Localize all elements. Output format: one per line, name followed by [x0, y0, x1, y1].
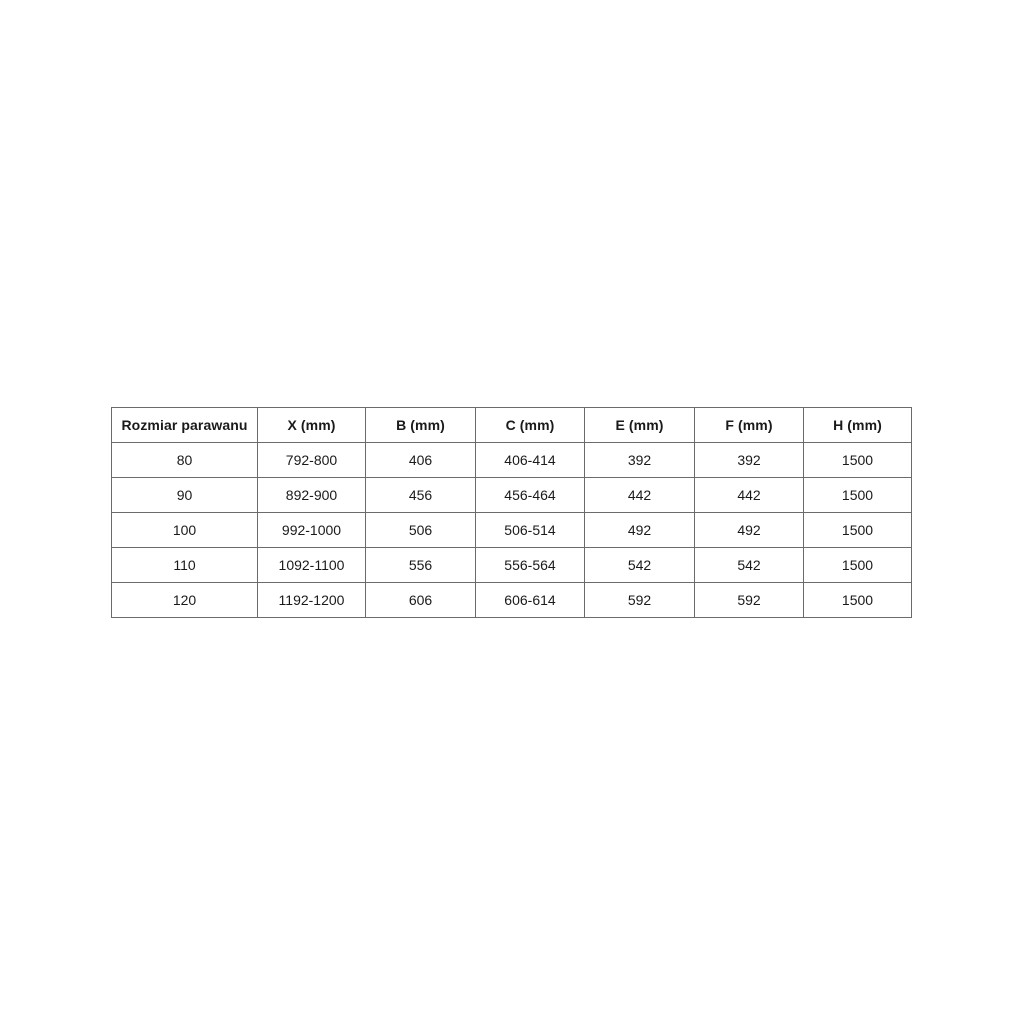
cell-c: 556-564 — [475, 547, 585, 583]
table-header: Rozmiar parawanu X (mm) B (mm) C (mm) E … — [111, 407, 912, 443]
cell-b: 456 — [365, 477, 476, 513]
column-header-b: B (mm) — [365, 407, 476, 443]
cell-rozmiar: 90 — [111, 477, 258, 513]
cell-e: 442 — [584, 477, 695, 513]
cell-c: 606-614 — [475, 582, 585, 618]
cell-c: 406-414 — [475, 442, 585, 478]
cell-x: 1192-1200 — [257, 582, 366, 618]
cell-x: 992-1000 — [257, 512, 366, 548]
cell-rozmiar: 110 — [111, 547, 258, 583]
cell-rozmiar: 120 — [111, 582, 258, 618]
column-header-rozmiar-parawanu: Rozmiar parawanu — [111, 407, 258, 443]
cell-e: 542 — [584, 547, 695, 583]
column-header-h: H (mm) — [803, 407, 912, 443]
cell-e: 492 — [584, 512, 695, 548]
cell-c: 506-514 — [475, 512, 585, 548]
table-header-row: Rozmiar parawanu X (mm) B (mm) C (mm) E … — [111, 407, 912, 443]
column-header-e: E (mm) — [584, 407, 695, 443]
cell-h: 1500 — [803, 442, 912, 478]
cell-h: 1500 — [803, 547, 912, 583]
cell-b: 606 — [365, 582, 476, 618]
cell-rozmiar: 100 — [111, 512, 258, 548]
cell-rozmiar: 80 — [111, 442, 258, 478]
cell-f: 592 — [694, 582, 804, 618]
cell-f: 392 — [694, 442, 804, 478]
table-row: 100 992-1000 506 506-514 492 492 1500 — [111, 512, 912, 548]
table-row: 110 1092-1100 556 556-564 542 542 1500 — [111, 547, 912, 583]
cell-b: 506 — [365, 512, 476, 548]
cell-h: 1500 — [803, 477, 912, 513]
cell-b: 406 — [365, 442, 476, 478]
cell-e: 392 — [584, 442, 695, 478]
cell-f: 542 — [694, 547, 804, 583]
table-body: 80 792-800 406 406-414 392 392 1500 90 8… — [111, 442, 912, 618]
cell-c: 456-464 — [475, 477, 585, 513]
cell-f: 492 — [694, 512, 804, 548]
cell-h: 1500 — [803, 582, 912, 618]
cell-x: 1092-1100 — [257, 547, 366, 583]
cell-x: 892-900 — [257, 477, 366, 513]
spec-table-container: Rozmiar parawanu X (mm) B (mm) C (mm) E … — [111, 407, 912, 618]
table-row: 120 1192-1200 606 606-614 592 592 1500 — [111, 582, 912, 618]
table-row: 90 892-900 456 456-464 442 442 1500 — [111, 477, 912, 513]
cell-e: 592 — [584, 582, 695, 618]
cell-f: 442 — [694, 477, 804, 513]
cell-x: 792-800 — [257, 442, 366, 478]
column-header-f: F (mm) — [694, 407, 804, 443]
spec-table: Rozmiar parawanu X (mm) B (mm) C (mm) E … — [111, 407, 912, 618]
cell-b: 556 — [365, 547, 476, 583]
table-row: 80 792-800 406 406-414 392 392 1500 — [111, 442, 912, 478]
column-header-c: C (mm) — [475, 407, 585, 443]
cell-h: 1500 — [803, 512, 912, 548]
column-header-x: X (mm) — [257, 407, 366, 443]
